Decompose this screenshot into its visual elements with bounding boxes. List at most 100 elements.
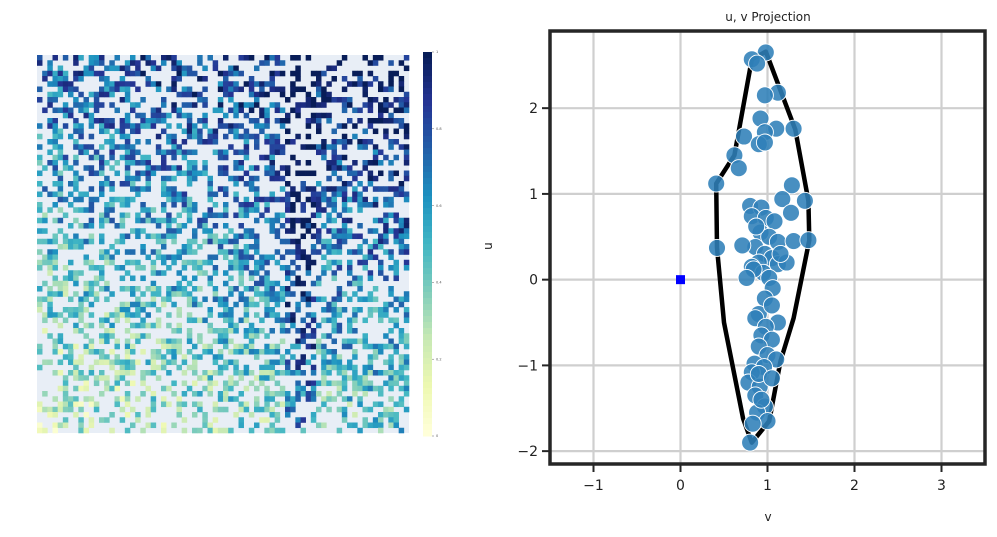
heatmap-cell	[88, 70, 95, 77]
heatmap-cell	[223, 359, 229, 366]
heatmap-cell	[372, 217, 379, 224]
heatmap-cell	[243, 265, 250, 271]
heatmap-cell	[269, 160, 275, 166]
heatmap-cell	[336, 307, 343, 313]
heatmap-panel: 00.20.40.60.81	[37, 50, 442, 438]
heatmap-cell	[171, 254, 177, 261]
heatmap-cell	[290, 86, 296, 93]
heatmap-cell	[367, 291, 374, 297]
heatmap-cell	[238, 417, 244, 423]
heatmap-cell	[62, 123, 69, 129]
heatmap-cell	[233, 196, 239, 203]
heatmap-cell	[259, 86, 265, 93]
heatmap-cell	[192, 427, 198, 434]
heatmap-cell	[305, 223, 312, 229]
heatmap-cell	[264, 417, 270, 423]
heatmap-cell	[403, 259, 410, 266]
heatmap-cell	[321, 317, 327, 324]
heatmap-cell	[223, 254, 229, 261]
heatmap-cell	[352, 370, 358, 376]
heatmap-cell	[73, 70, 79, 77]
heatmap-cell	[171, 196, 177, 203]
heatmap-cell	[259, 107, 265, 114]
heatmap-cell	[362, 254, 368, 261]
heatmap-cell	[83, 149, 89, 156]
heatmap-cell	[243, 144, 250, 150]
heatmap-cell	[130, 370, 136, 376]
heatmap-cell	[99, 102, 105, 108]
heatmap-cell	[367, 270, 374, 276]
colorbar-tick-label: 0.4	[436, 281, 442, 285]
heatmap-cell	[37, 427, 43, 434]
heatmap-cell	[186, 317, 193, 324]
heatmap-cell	[93, 170, 100, 177]
heatmap-cell	[269, 76, 275, 82]
heatmap-cell	[99, 191, 105, 198]
heatmap-cell	[223, 249, 229, 255]
heatmap-cell	[62, 354, 69, 360]
heatmap-cell	[145, 181, 151, 187]
heatmap-cell	[352, 364, 358, 371]
heatmap-cell	[248, 86, 255, 93]
heatmap-cell	[264, 154, 270, 161]
heatmap-cell	[274, 417, 281, 423]
heatmap-cell	[295, 133, 301, 140]
heatmap-cell	[367, 97, 374, 103]
heatmap-cell	[207, 307, 213, 313]
heatmap-cell	[274, 349, 281, 355]
heatmap-cell	[248, 333, 255, 339]
heatmap-cell	[150, 165, 157, 171]
heatmap-cell	[197, 97, 203, 103]
heatmap-cell	[57, 133, 64, 140]
heatmap-cell	[88, 280, 95, 287]
heatmap-cell	[83, 343, 89, 350]
colorbar-segment	[423, 358, 432, 365]
heatmap-cell	[388, 212, 394, 219]
scatter-plot-frame	[548, 29, 987, 466]
heatmap-cell	[161, 364, 167, 371]
heatmap-cell	[135, 170, 141, 177]
heatmap-cell	[176, 170, 182, 177]
heatmap-cell	[130, 406, 136, 413]
heatmap-cell	[310, 259, 317, 266]
heatmap-cell	[398, 375, 405, 381]
heatmap-cell	[248, 91, 255, 98]
heatmap-cell	[78, 422, 84, 429]
heatmap-cell	[161, 301, 167, 308]
heatmap-cell	[88, 401, 95, 408]
heatmap-cell	[161, 217, 167, 224]
heatmap-cell	[176, 349, 182, 355]
heatmap-cell	[42, 254, 48, 261]
colorbar-segment	[423, 136, 432, 143]
heatmap-cell	[372, 307, 379, 313]
heatmap-cell	[140, 301, 146, 308]
heatmap-cell	[150, 112, 157, 119]
heatmap-cell	[52, 202, 58, 208]
heatmap-cell	[140, 97, 146, 103]
heatmap-cell	[68, 91, 74, 98]
heatmap-cell	[88, 322, 95, 329]
heatmap-cell	[300, 181, 306, 187]
heatmap-cell	[166, 286, 172, 292]
heatmap-cell	[145, 186, 151, 192]
heatmap-cell	[290, 259, 296, 266]
heatmap-cell	[295, 359, 301, 366]
heatmap-cell	[403, 191, 410, 198]
heatmap-cell	[140, 427, 146, 434]
heatmap-cell	[104, 328, 110, 334]
heatmap-cell	[383, 223, 389, 229]
heatmap-cell	[78, 191, 84, 198]
colorbar-segment	[423, 250, 432, 257]
heatmap-cell	[197, 76, 203, 82]
heatmap-cell	[135, 102, 141, 108]
heatmap-cell	[357, 307, 363, 313]
heatmap-cell	[223, 165, 229, 171]
heatmap-cell	[119, 238, 126, 245]
heatmap-cell	[135, 265, 141, 271]
heatmap-cell	[388, 359, 394, 366]
scatter-point	[795, 191, 814, 210]
heatmap-cell	[181, 286, 188, 292]
heatmap-cell	[73, 238, 79, 245]
heatmap-cell	[161, 338, 167, 345]
heatmap-cell	[398, 427, 405, 434]
